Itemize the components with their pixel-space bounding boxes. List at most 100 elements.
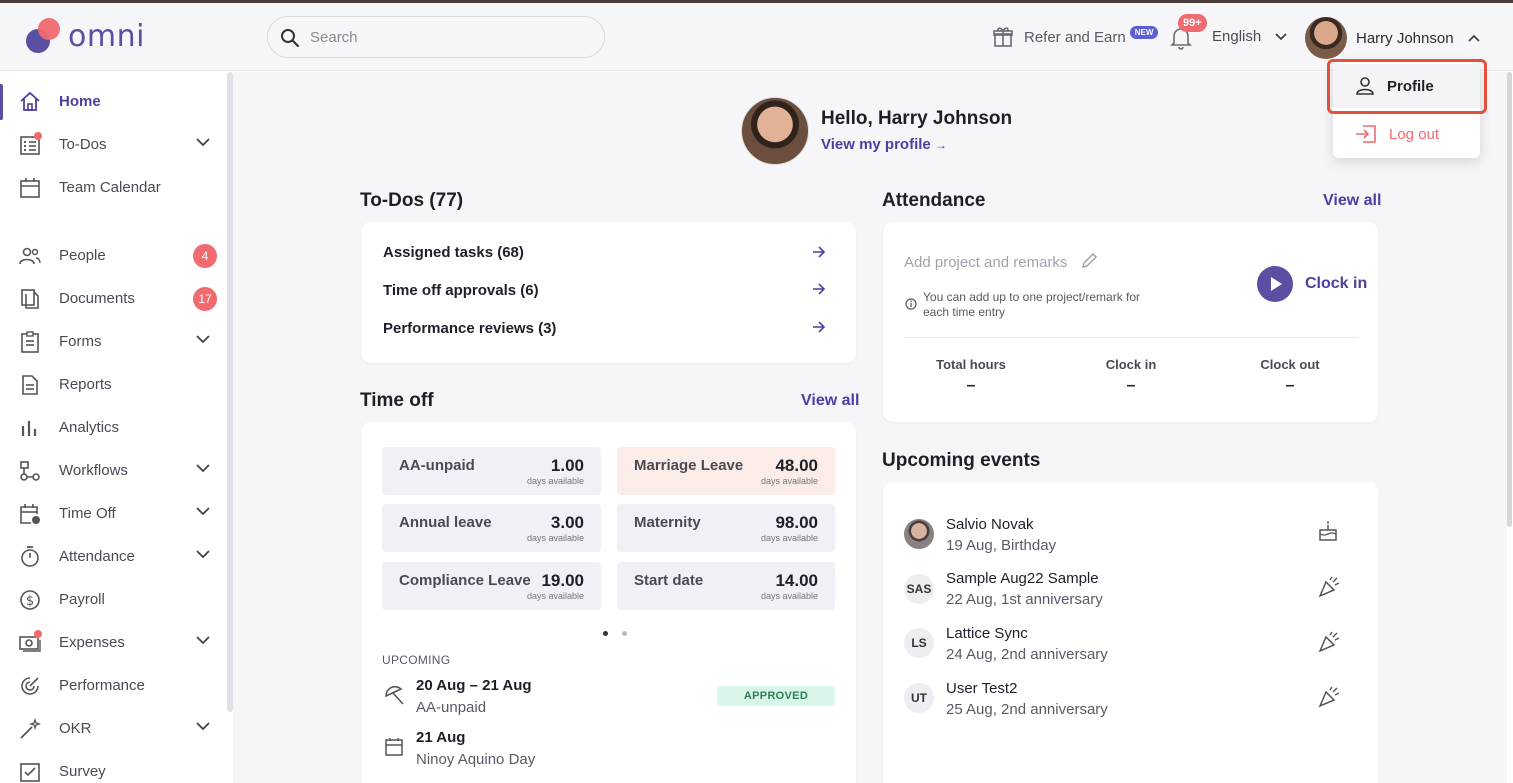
active-indicator <box>0 84 3 120</box>
sidebar-item-team-calendar[interactable]: Team Calendar <box>0 168 228 208</box>
sidebar-item-label: Survey <box>59 763 106 780</box>
search-input[interactable] <box>310 26 580 48</box>
user-avatar <box>1305 17 1347 59</box>
event-person-name: User Test2 <box>946 680 1018 697</box>
todos-title: To-Dos (77) <box>360 190 464 211</box>
sidebar-item-label: Documents <box>59 290 135 307</box>
leave-balance: 3.00 <box>550 513 584 532</box>
sidebar-item-okr[interactable]: OKR <box>0 709 228 749</box>
sidebar-item-label: OKR <box>59 720 92 737</box>
todo-assigned-tasks[interactable]: Assigned tasks (68) <box>383 244 524 261</box>
people-icon <box>19 247 41 265</box>
carousel-dots[interactable] <box>603 623 641 641</box>
leave-tile[interactable]: Marriage Leave 48.00 days available <box>617 447 835 495</box>
logout-icon <box>1356 125 1376 143</box>
arrow-right-icon[interactable] <box>812 283 826 295</box>
dollar-circle-icon: $ <box>20 590 40 610</box>
clock-in-play-button[interactable] <box>1257 266 1293 302</box>
chevron-down-icon <box>196 138 210 147</box>
view-profile-link[interactable]: View my profile → <box>821 136 947 153</box>
omni-logo[interactable]: omni <box>24 16 154 56</box>
leave-balance: 19.00 <box>541 571 584 590</box>
event-person-name: Sample Aug22 Sample <box>946 570 1099 587</box>
profile-menu-item[interactable]: Profile <box>1333 64 1480 108</box>
add-project-placeholder: Add project and remarks <box>904 254 1068 271</box>
sidebar-item-performance[interactable]: Performance <box>0 666 228 706</box>
sidebar-item-documents[interactable]: Documents 17 <box>0 279 228 319</box>
sidebar: Home To-Dos Team Calendar People 4 Docum… <box>0 72 228 783</box>
sidebar-item-label: Performance <box>59 677 145 694</box>
todo-performance-reviews[interactable]: Performance reviews (3) <box>383 320 557 337</box>
party-icon <box>1318 686 1340 708</box>
todo-time-off-approvals[interactable]: Time off approvals (6) <box>383 282 539 299</box>
leave-name: Maternity <box>634 514 701 531</box>
search-box[interactable] <box>267 16 605 58</box>
leave-tile[interactable]: Maternity 98.00 days available <box>617 504 835 552</box>
user-menu-toggle[interactable]: Harry Johnson <box>1305 17 1480 59</box>
leave-tile[interactable]: AA-unpaid 1.00 days available <box>382 447 601 495</box>
chevron-down-icon <box>196 722 210 731</box>
money-icon <box>19 636 41 652</box>
sidebar-item-people[interactable]: People 4 <box>0 236 228 276</box>
home-icon <box>20 91 40 111</box>
leave-tile[interactable]: Compliance Leave 19.00 days available <box>382 562 601 610</box>
report-icon <box>22 375 38 395</box>
event-date: 19 Aug, Birthday <box>946 537 1057 554</box>
attendance-view-all-link[interactable]: View all <box>1323 192 1382 209</box>
user-icon <box>1356 77 1374 95</box>
clock-in-button[interactable]: Clock in <box>1305 275 1368 292</box>
play-icon <box>1271 277 1282 291</box>
language-label: English <box>1212 28 1262 45</box>
refer-and-earn-button[interactable]: Refer and Earn NEW <box>992 25 1159 49</box>
leave-tile[interactable]: Annual leave 3.00 days available <box>382 504 601 552</box>
sidebar-scrollbar[interactable] <box>227 72 233 712</box>
highlight-box <box>1327 59 1487 114</box>
clock-in-label: Clock in <box>1105 357 1157 372</box>
info-icon <box>905 298 917 310</box>
party-icon <box>1318 631 1340 653</box>
sidebar-item-home[interactable]: Home <box>0 82 228 122</box>
user-dropdown-menu: Profile Log out <box>1333 62 1480 158</box>
sidebar-item-survey[interactable]: Survey <box>0 752 228 783</box>
clock-in-value: – <box>1126 377 1136 394</box>
sidebar-item-attendance[interactable]: Attendance <box>0 537 228 577</box>
leave-tile[interactable]: Start date 14.00 days available <box>617 562 835 610</box>
pencil-icon[interactable] <box>1080 252 1098 270</box>
events-title: Upcoming events <box>882 450 1041 471</box>
days-available-label: days available <box>526 476 584 486</box>
sidebar-item-label: Attendance <box>59 548 135 565</box>
leave-name: AA-unpaid <box>399 457 475 474</box>
arrow-right-icon[interactable] <box>812 321 826 333</box>
sidebar-item-time-off[interactable]: Time Off <box>0 494 228 534</box>
sidebar-item-reports[interactable]: Reports <box>0 365 228 405</box>
sidebar-item-workflows[interactable]: Workflows <box>0 451 228 491</box>
party-icon <box>1318 576 1340 598</box>
sidebar-item-forms[interactable]: Forms <box>0 322 228 362</box>
leave-balance: 1.00 <box>550 456 584 475</box>
chevron-down-icon <box>196 550 210 559</box>
logout-menu-item[interactable]: Log out <box>1333 112 1480 156</box>
sidebar-item-label: Analytics <box>59 419 120 436</box>
add-project-remarks-field[interactable]: Add project and remarks <box>904 252 1098 271</box>
carousel-dot-active[interactable] <box>603 631 608 636</box>
calendar-icon <box>20 178 40 198</box>
carousel-dot[interactable] <box>622 631 627 636</box>
checklist-icon <box>20 136 40 155</box>
clipboard-icon <box>21 331 39 353</box>
arrow-right-icon[interactable] <box>812 246 826 258</box>
main-scrollbar[interactable] <box>1507 72 1512 527</box>
chevron-up-icon <box>1467 34 1480 42</box>
profile-label: Profile <box>1387 77 1434 95</box>
sidebar-item-payroll[interactable]: $ Payroll <box>0 580 228 620</box>
avatar: SAS <box>904 574 934 604</box>
sidebar-item-analytics[interactable]: Analytics <box>0 408 228 448</box>
leave-balance: 14.00 <box>775 571 818 590</box>
days-available-label: days available <box>526 591 584 601</box>
sidebar-item-todos[interactable]: To-Dos <box>0 125 228 165</box>
profile-avatar <box>741 97 809 165</box>
upcoming-date: 20 Aug – 21 Aug <box>416 677 532 694</box>
language-select[interactable]: English <box>1212 28 1287 45</box>
timeoff-view-all-link[interactable]: View all <box>801 392 860 409</box>
sidebar-item-expenses[interactable]: Expenses <box>0 623 228 663</box>
arrow-right-icon: → <box>934 138 947 152</box>
